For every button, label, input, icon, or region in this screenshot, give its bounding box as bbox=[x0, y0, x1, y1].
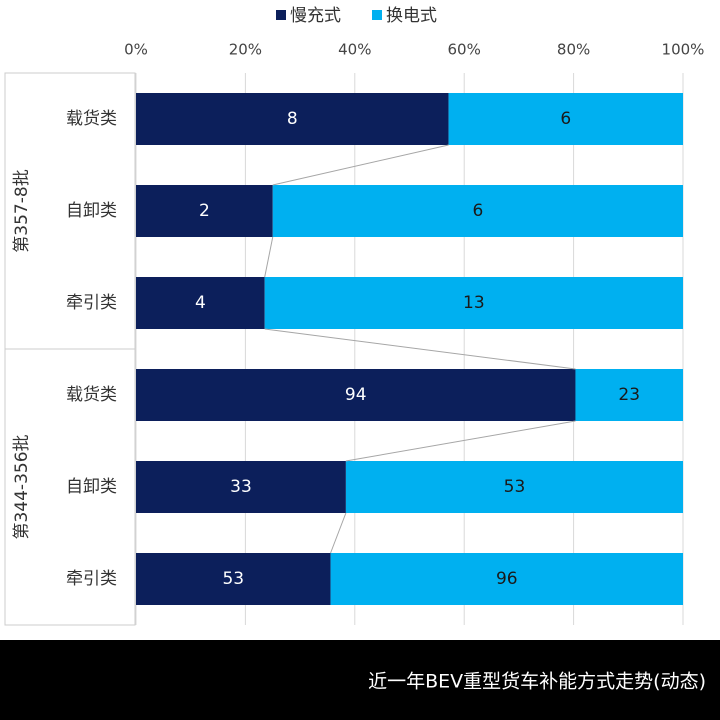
bar-segment bbox=[345, 461, 683, 513]
legend-label: 慢充式 bbox=[290, 5, 341, 26]
data-label: 8 bbox=[287, 109, 298, 129]
series-line bbox=[264, 236, 274, 278]
bar-segment bbox=[264, 277, 683, 329]
bar-segment bbox=[136, 277, 265, 329]
legend-swatch bbox=[276, 10, 286, 20]
data-label: 53 bbox=[222, 569, 244, 589]
x-tick-label: 100% bbox=[662, 41, 705, 59]
legend-swatch bbox=[372, 10, 382, 20]
bar-segment bbox=[136, 185, 273, 237]
bar-segment bbox=[136, 461, 346, 513]
group-label: 第357-8批 bbox=[12, 169, 32, 252]
data-label: 33 bbox=[230, 477, 252, 497]
y-tick-label: 牵引类 bbox=[66, 293, 117, 313]
y-tick-label: 载货类 bbox=[66, 109, 117, 129]
bar-segment bbox=[136, 93, 449, 145]
x-tick-label: 20% bbox=[229, 41, 262, 59]
footer-bar bbox=[0, 640, 720, 720]
y-tick-label: 自卸类 bbox=[66, 201, 117, 221]
footer-title: 近一年BEV重型货车补能方式走势(动态) bbox=[368, 671, 706, 693]
data-label: 13 bbox=[463, 293, 485, 313]
bar-segment bbox=[136, 553, 331, 605]
data-label: 53 bbox=[504, 477, 526, 497]
data-label: 2 bbox=[199, 201, 210, 221]
bar-segment bbox=[575, 369, 683, 421]
series-line bbox=[345, 420, 576, 462]
data-label: 23 bbox=[618, 385, 640, 405]
data-label: 6 bbox=[560, 109, 571, 129]
bar-segment bbox=[448, 93, 683, 145]
x-tick-label: 80% bbox=[557, 41, 590, 59]
x-tick-label: 0% bbox=[124, 41, 148, 59]
bar-segment bbox=[272, 185, 683, 237]
series-line bbox=[264, 328, 576, 370]
bar-segment bbox=[330, 553, 683, 605]
data-label: 94 bbox=[345, 385, 367, 405]
x-tick-label: 40% bbox=[338, 41, 371, 59]
legend-label: 换电式 bbox=[386, 6, 437, 26]
y-tick-label: 牵引类 bbox=[66, 569, 117, 589]
series-line bbox=[272, 144, 449, 186]
bar-segment bbox=[136, 369, 576, 421]
y-tick-label: 载货类 bbox=[66, 385, 117, 405]
data-label: 6 bbox=[472, 201, 483, 221]
data-label: 4 bbox=[195, 293, 206, 313]
group-label: 第344-356批 bbox=[12, 434, 32, 539]
series-line bbox=[330, 512, 347, 554]
data-label: 96 bbox=[496, 569, 518, 589]
x-tick-label: 60% bbox=[448, 41, 481, 59]
y-tick-label: 自卸类 bbox=[66, 477, 117, 497]
